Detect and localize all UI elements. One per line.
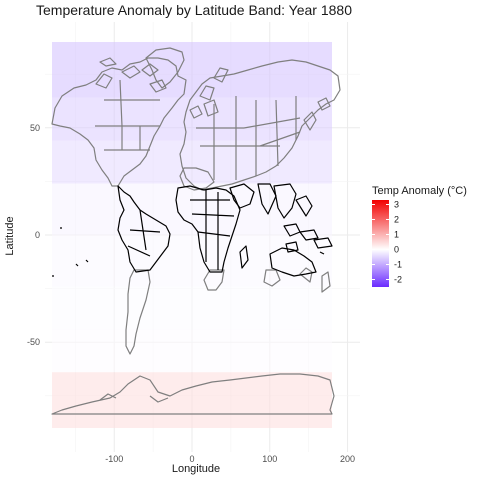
southern-africa-outline [203,269,225,291]
north-america-outline [51,57,187,187]
x-tick-label: 0 [189,454,194,464]
y-axis-ticks: -50 0 50 [27,123,40,347]
x-axis-label: Longitude [172,463,220,475]
latitude-band-0 [52,42,332,98]
x-axis-ticks: -100 0 100 200 [105,454,355,464]
legend-tick-label: 3 [394,200,399,210]
africa-tropics-outline [175,185,241,273]
latitude-band-5 [52,286,332,330]
legend-tick-label: -2 [394,275,402,285]
y-tick-label: -50 [27,337,40,347]
eurasia-outline [179,59,341,191]
color-legend: Temp Anomaly (°C) 3 2 1 0 -1 -2 [372,185,467,287]
latitude-band-6 [52,329,332,373]
latitude-band-3 [52,183,332,235]
legend-title: Temp Anomaly (°C) [372,185,467,197]
extratropical-outlines [51,47,341,415]
latitude-band-7 [52,372,332,428]
latitude-band-2 [52,140,332,184]
x-tick-label: 200 [340,454,355,464]
tropical-outlines [52,183,333,277]
latitude-bands [52,42,332,428]
south-america-tropics-outline [117,185,171,273]
y-axis-label: Latitude [4,216,16,255]
australia-north-outline [269,247,317,277]
latitude-band-1 [52,97,332,141]
legend-tick-label: 0 [394,245,399,255]
legend-colorbar [372,200,389,287]
country-outlines [51,47,341,415]
legend-tick-label: 2 [394,215,399,225]
y-tick-label: 0 [35,230,40,240]
legend-tick-label: 1 [394,230,399,240]
y-tick-label: 50 [30,123,40,133]
chart-title: Temperature Anomaly by Latitude Band: Ye… [36,2,352,18]
x-tick-label: 100 [262,454,277,464]
legend-ticks: 3 2 1 0 -1 -2 [372,200,402,285]
greenland-outline [145,47,185,89]
latitude-band-4 [52,235,332,287]
x-tick-label: -100 [105,454,123,464]
legend-tick-label: -1 [394,260,402,270]
south-america-south-outline [125,269,151,355]
antarctica-outline [51,373,335,415]
